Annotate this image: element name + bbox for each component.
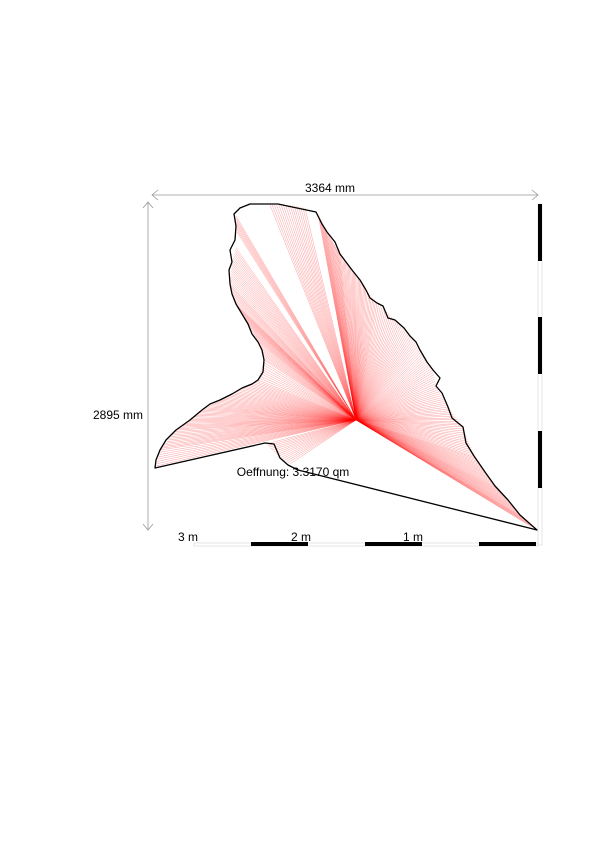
scale-label-3m: 3 m [178,530,198,544]
ray-line [233,258,356,420]
room-outline [155,204,537,530]
scale-label-2m: 2 m [291,530,311,544]
ray-line [356,330,404,420]
ray-line [159,420,356,455]
height-label: 2895 mm [93,408,143,422]
vertical-scale-bar [538,204,542,545]
height-dimension: 2895 mm [93,202,153,530]
ray-line [164,420,356,445]
ray-line [356,420,484,470]
ray-line [356,420,532,527]
opening-label: Oeffnung: 3.3170 qm [237,465,350,479]
ray-line [356,420,480,465]
ray-line [356,345,416,420]
scale-label-1m: 1 m [403,530,423,544]
width-dimension: 3364 mm [152,181,538,200]
width-label: 3364 mm [305,181,355,195]
ray-line [356,420,488,475]
ray-line [356,350,420,420]
horizontal-scale-bar: 1 m 2 m 3 m [178,530,538,546]
